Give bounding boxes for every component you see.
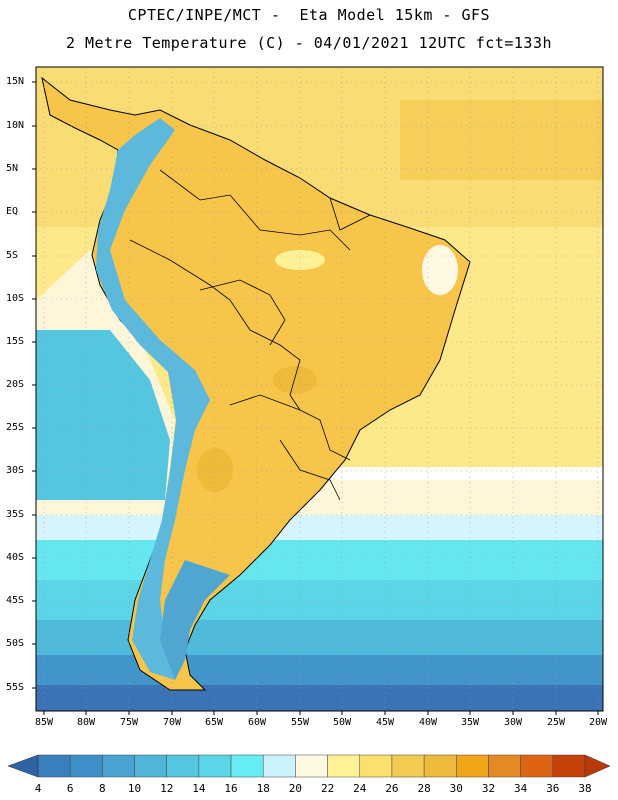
colorbar-tick-label: 36 xyxy=(546,782,560,795)
lat-label: 5N xyxy=(6,163,19,174)
colorbar-swatch xyxy=(295,754,328,778)
colorbar-tick-label: 4 xyxy=(34,782,42,795)
ocean-band-10 xyxy=(36,655,603,685)
ocean-band-20 xyxy=(36,515,603,540)
colorbar-tick-label: 8 xyxy=(99,782,106,795)
colorbar-swatch xyxy=(102,754,135,778)
patagonia-cool-land xyxy=(160,560,230,680)
colorbar-swatch xyxy=(456,754,489,778)
lat-label: 35S xyxy=(6,509,25,520)
ocean-band-14 xyxy=(36,580,603,620)
colorbar-swatch xyxy=(520,754,554,778)
colorbar-swatch xyxy=(230,754,264,778)
colorbar-swatch xyxy=(166,754,200,778)
lon-label: 60W xyxy=(247,717,267,728)
lat-label: 40S xyxy=(6,552,25,563)
colorbar-swatch xyxy=(327,754,361,778)
lat-label: 25S xyxy=(6,422,25,433)
colorbar-low-extend xyxy=(7,754,39,778)
lat-label: 45S xyxy=(6,595,25,606)
colorbar-swatch xyxy=(423,754,457,778)
colorbar-high-extend xyxy=(584,754,611,778)
lon-label: 80W xyxy=(76,717,96,728)
colorbar-swatch xyxy=(359,754,393,778)
pacific-cold-water xyxy=(36,330,170,500)
colorbar-tick-label: 28 xyxy=(417,782,431,795)
colorbar-tick-label: 12 xyxy=(160,782,174,795)
colorbar-swatch xyxy=(552,754,586,778)
lon-label: 70W xyxy=(162,717,182,728)
colorbar-tick-label: 16 xyxy=(224,782,238,795)
hot-spot-chaco xyxy=(197,448,233,492)
chart-title-line-1: CPTEC/INPE/MCT - Eta Model 15km - GFS xyxy=(127,6,491,24)
lon-label: 20W xyxy=(588,717,608,728)
lat-label: EQ xyxy=(6,206,19,217)
lon-label: 45W xyxy=(375,717,395,728)
lon-label: 50W xyxy=(332,717,352,728)
andes-cold-zone xyxy=(96,118,210,680)
colorbar-swatch xyxy=(488,754,521,778)
colorbar-tick-label: 34 xyxy=(514,782,528,795)
ocean-band-28 xyxy=(400,100,603,180)
hot-spot-pantanal xyxy=(273,366,317,394)
lat-label: 55S xyxy=(6,682,25,693)
colorbar-swatch xyxy=(262,754,296,778)
lat-label: 50S xyxy=(6,638,25,649)
lat-label: 20S xyxy=(6,379,25,390)
colorbar-tick-label: 6 xyxy=(66,782,74,795)
colorbar-swatch xyxy=(134,754,167,778)
map-frame xyxy=(35,66,604,712)
colorbar-tick-label: 20 xyxy=(288,782,303,795)
colorbar-tick-label: 26 xyxy=(385,782,399,795)
lon-label: 65W xyxy=(204,717,224,728)
axis-ticks xyxy=(32,81,599,715)
lon-label: 75W xyxy=(119,717,139,728)
northeast-cool-patch xyxy=(422,245,458,295)
colorbar-tick-label: 30 xyxy=(449,782,463,795)
amazon-cool-patch xyxy=(275,250,325,270)
colorbar-tick-label: 24 xyxy=(353,782,367,795)
lon-label: 40W xyxy=(418,717,438,728)
lat-label: 5S xyxy=(6,250,19,261)
colorbar-swatch xyxy=(391,754,425,778)
lon-label: 85W xyxy=(34,717,54,728)
ocean-band-6 xyxy=(36,685,603,711)
lat-label: 15N xyxy=(6,76,25,87)
lat-label: 15S xyxy=(6,336,25,347)
country-borders xyxy=(129,169,371,501)
colorbar-tick-label: 14 xyxy=(192,782,206,795)
lon-label: 25W xyxy=(546,717,566,728)
colorbar-tick-label: 18 xyxy=(256,782,270,795)
colorbar-tick-label: 22 xyxy=(320,782,335,795)
colorbar-tick-label: 10 xyxy=(127,782,142,795)
lon-label: 55W xyxy=(290,717,310,728)
lon-label: 35W xyxy=(460,717,480,728)
colorbar-swatch xyxy=(69,754,103,778)
lon-label: 30W xyxy=(503,717,523,728)
lat-label: 30S xyxy=(6,465,25,476)
colorbar-tick-label: 38 xyxy=(578,782,592,795)
ocean-band-16 xyxy=(36,540,603,580)
lat-label: 10S xyxy=(6,293,25,304)
colorbar-swatch xyxy=(37,754,71,778)
chart-title-line-2: 2 Metre Temperature (C) - 04/01/2021 12U… xyxy=(65,34,553,52)
colorbar-swatch xyxy=(198,754,232,778)
lat-label: 10N xyxy=(6,120,25,131)
colorbar-tick-label: 32 xyxy=(481,782,496,795)
